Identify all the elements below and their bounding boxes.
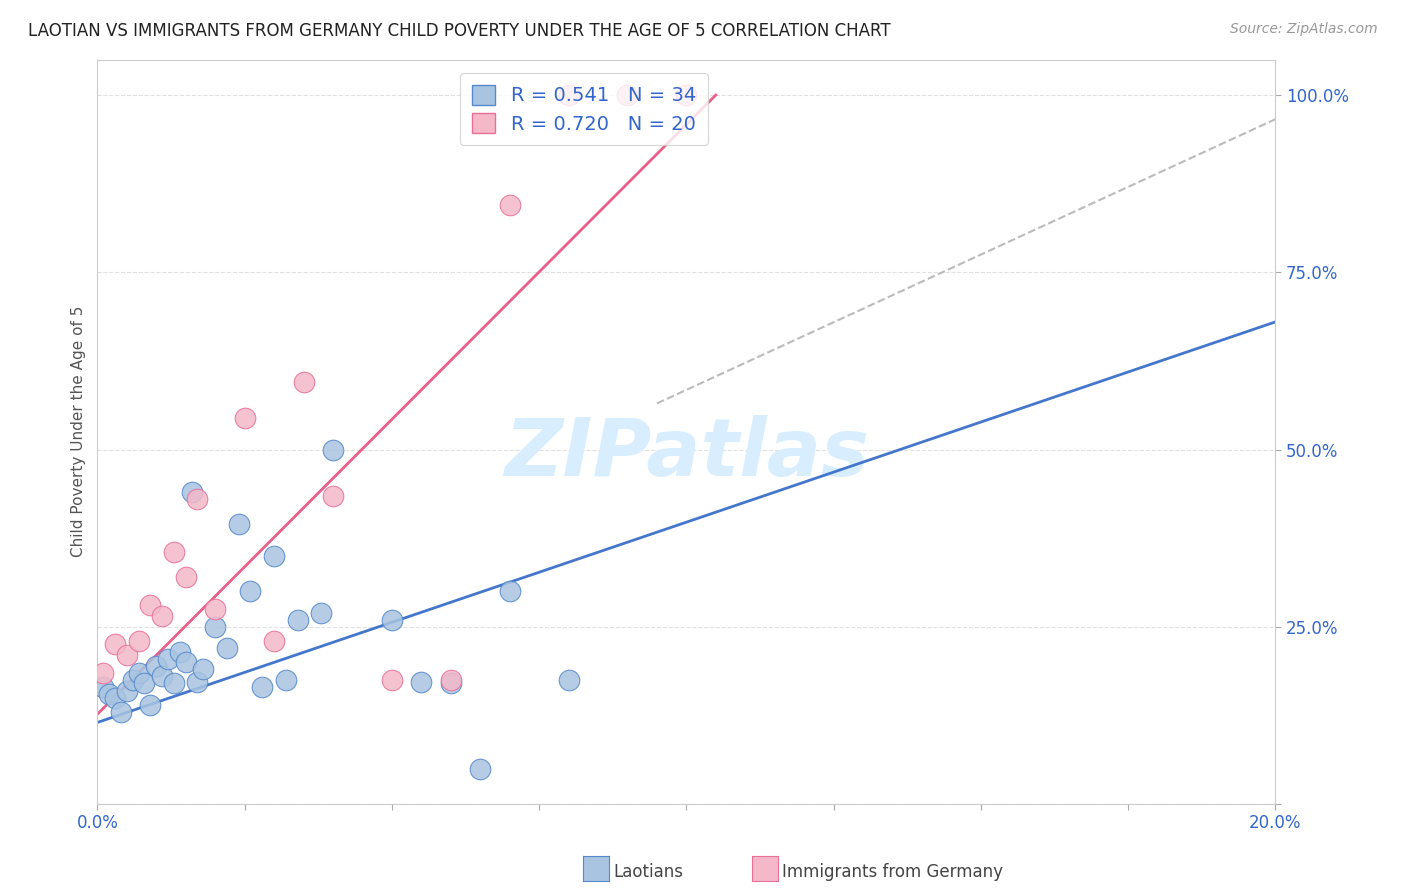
Point: [193, 662, 215, 676]
Point: [134, 676, 156, 690]
Point: [274, 673, 297, 687]
Point: [150, 669, 173, 683]
Text: Laotians: Laotians: [613, 863, 683, 881]
Point: [174, 655, 197, 669]
Point: [204, 620, 226, 634]
Point: [233, 410, 256, 425]
Point: [309, 606, 332, 620]
Point: [263, 549, 285, 563]
Point: [186, 675, 208, 690]
Point: [180, 485, 202, 500]
Text: ZIPatlas: ZIPatlas: [503, 415, 869, 493]
Point: [557, 673, 579, 687]
Point: [145, 658, 167, 673]
Point: [287, 613, 309, 627]
Point: [557, 88, 579, 103]
Point: [186, 492, 208, 507]
Point: [157, 651, 180, 665]
Point: [470, 762, 492, 776]
Point: [204, 602, 226, 616]
Point: [440, 676, 463, 690]
Point: [128, 665, 150, 680]
Point: [91, 665, 114, 680]
Point: [163, 545, 186, 559]
Point: [239, 584, 262, 599]
Point: [115, 683, 138, 698]
Point: [381, 673, 404, 687]
Point: [115, 648, 138, 662]
Text: Immigrants from Germany: Immigrants from Germany: [782, 863, 1002, 881]
Point: [616, 88, 638, 103]
Point: [139, 698, 162, 712]
Y-axis label: Child Poverty Under the Age of 5: Child Poverty Under the Age of 5: [72, 306, 86, 558]
Point: [228, 516, 250, 531]
Point: [215, 640, 238, 655]
Legend: R = 0.541   N = 34, R = 0.720   N = 20: R = 0.541 N = 34, R = 0.720 N = 20: [461, 73, 709, 145]
Point: [121, 673, 143, 687]
Point: [139, 599, 162, 613]
Point: [322, 489, 344, 503]
Point: [104, 690, 127, 705]
Point: [128, 634, 150, 648]
Point: [163, 676, 186, 690]
Point: [381, 613, 404, 627]
Point: [675, 88, 697, 103]
Point: [440, 673, 463, 687]
Point: [263, 634, 285, 648]
Point: [292, 375, 315, 389]
Point: [498, 584, 520, 599]
Point: [174, 570, 197, 584]
Point: [150, 609, 173, 624]
Point: [252, 680, 274, 694]
Text: LAOTIAN VS IMMIGRANTS FROM GERMANY CHILD POVERTY UNDER THE AGE OF 5 CORRELATION : LAOTIAN VS IMMIGRANTS FROM GERMANY CHILD…: [28, 22, 891, 40]
Point: [110, 705, 132, 719]
Point: [411, 675, 433, 690]
Text: Source: ZipAtlas.com: Source: ZipAtlas.com: [1230, 22, 1378, 37]
Point: [498, 198, 520, 212]
Point: [322, 442, 344, 457]
Point: [91, 680, 114, 694]
Point: [104, 638, 127, 652]
Point: [169, 644, 191, 658]
Point: [98, 687, 121, 701]
